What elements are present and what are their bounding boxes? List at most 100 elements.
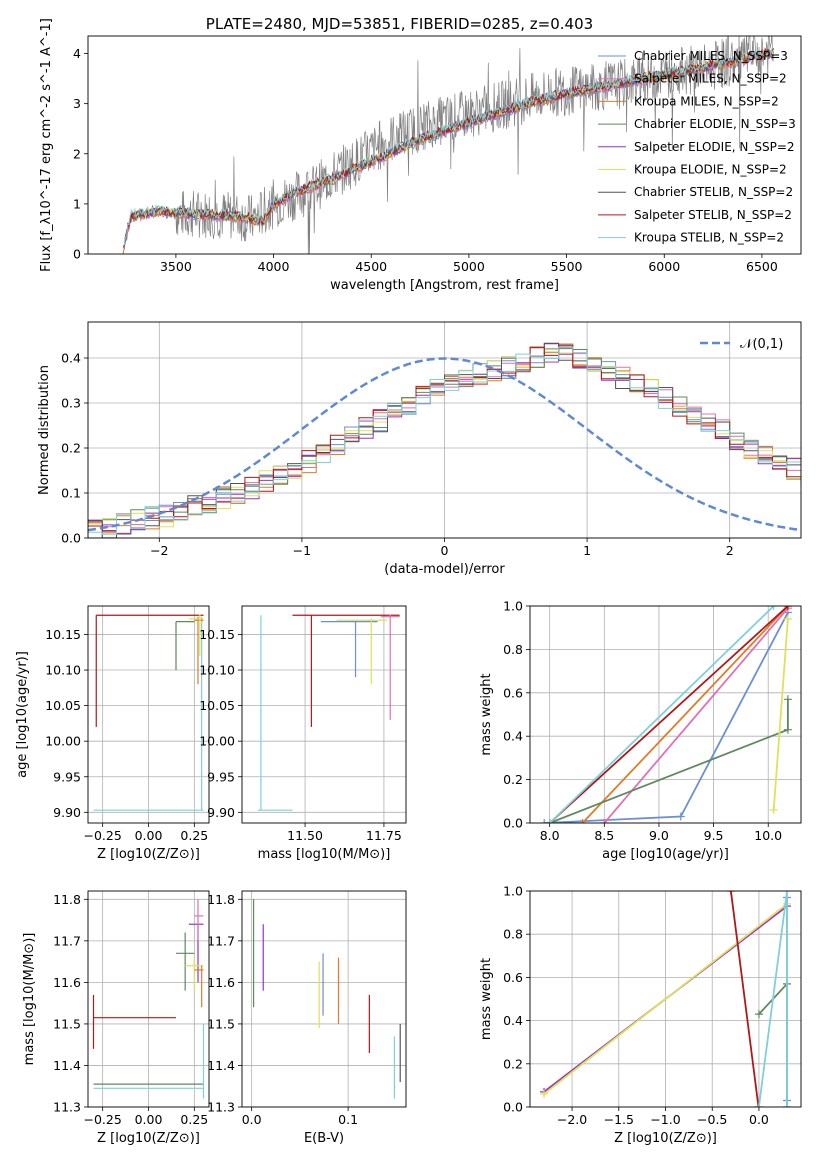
x-tick-label: 1 (583, 543, 591, 558)
axes-frame (529, 890, 802, 1108)
x-axis-label: Z [log10(Z/Z⊙)] (97, 1131, 200, 1146)
legend-entry: Salpeter MILES, N_SSP=2 (634, 72, 787, 86)
axes-2: −0.25 0.00 0.25 9.90 9.95 10.00 10.05 10.10 10.1… (15, 605, 210, 862)
y-axis-label: mass [log10(M/M⊙)] (22, 933, 37, 1066)
x-tick-label: 0.0 (242, 1112, 262, 1127)
y-tick-label: 10.10 (199, 663, 235, 678)
data-point (194, 899, 204, 941)
x-tick-label: 5000 (453, 259, 485, 274)
x-axis-label: Z [log10(Z/Z⊙)] (97, 847, 200, 862)
y-tick-label: 10.10 (45, 663, 81, 678)
y-axis-label: mass weight (479, 958, 494, 1040)
x-tick-label: −2 (150, 543, 168, 558)
x-tick-label: 6500 (746, 259, 778, 274)
y-tick-label: 0.0 (503, 1100, 523, 1115)
x-axis-label: (data-model)/error (384, 562, 505, 577)
data-point (175, 621, 195, 671)
legend-entry: Chabrier ELODIE, N_SSP=3 (634, 117, 796, 131)
y-tick-label: 10.15 (45, 627, 81, 642)
mass-weight-marker (783, 695, 792, 704)
mass-weight-line (549, 606, 775, 823)
data-point (188, 614, 204, 656)
y-tick-label: 10.05 (45, 698, 81, 713)
legend-entry: Salpeter STELIB, N_SSP=2 (634, 208, 792, 222)
y-tick-label: 11.7 (53, 933, 81, 948)
y-tick-label: 0.2 (503, 1056, 523, 1071)
data-point (176, 932, 195, 991)
axes-frame (87, 321, 802, 539)
x-tick-label: −1 (293, 543, 311, 558)
x-tick-label: −1.0 (650, 1112, 680, 1127)
data-point (336, 618, 388, 685)
x-axis-label: Z [log10(Z/Z⊙)] (614, 1131, 717, 1146)
x-tick-label: 3500 (160, 259, 192, 274)
data-point (95, 614, 204, 727)
x-tick-label: 8.5 (594, 828, 614, 843)
axes-1: −2 −1 0 1 2 0.0 0.1 0.2 0.3 0.4 (data-model)/error… (37, 321, 802, 577)
y-tick-label: 3 (73, 96, 81, 111)
mass-weight-marker (782, 1103, 791, 1107)
y-tick-label: 0.4 (503, 1013, 523, 1028)
y-tick-label: 0.0 (61, 531, 81, 546)
mass-weight-marker (540, 819, 549, 823)
data-point (380, 614, 400, 720)
y-tick-label: 1.0 (503, 599, 523, 614)
x-axis-label: age [log10(age/yr)] (602, 847, 729, 862)
x-tick-label: 6000 (648, 259, 680, 274)
axes-frame (87, 605, 210, 824)
y-axis-label: Normed distribution (37, 365, 52, 495)
mass-weight-line (730, 891, 760, 1107)
y-tick-label: 0.0 (503, 816, 523, 831)
histogram-step (88, 346, 801, 538)
axes-0: 3500 4000 4500 5000 5500 6000 6500 0 1 2 3 4 PLATE=2… (39, 15, 802, 293)
histogram-step (88, 345, 801, 538)
mass-weight-line (772, 618, 789, 811)
y-tick-label: 0.4 (61, 351, 81, 366)
x-axis-label: mass [log10(M/M⊙)] (258, 847, 391, 862)
y-tick-label: 11.4 (53, 1058, 81, 1073)
mass-weight-marker (726, 891, 735, 895)
y-tick-label: 11.8 (53, 892, 81, 907)
x-tick-label: 2 (726, 543, 734, 558)
x-tick-label: 5500 (551, 259, 583, 274)
axes-frame (87, 890, 210, 1108)
axes-frame (87, 35, 802, 255)
y-tick-label: 10.00 (199, 734, 235, 749)
legend-entry: Chabrier MILES, N_SSP=3 (634, 49, 788, 63)
mass-weight-marker (545, 819, 554, 823)
y-tick-label: 9.95 (53, 769, 81, 784)
mass-weight-marker (783, 606, 792, 610)
y-axis-label: Flux [f_λ10^-17 erg cm^-2 s^-1 A^-1] (39, 18, 54, 272)
y-tick-label: 0.1 (61, 486, 81, 501)
data-point (194, 616, 204, 685)
axes-5: −0.25 0.00 0.25 11.3 11.4 11.5 11.6 11.7 11.8 Z [… (22, 890, 210, 1146)
x-tick-label: −0.5 (697, 1112, 727, 1127)
mass-weight-marker (783, 615, 792, 624)
y-axis-label: mass weight (479, 673, 494, 755)
legend-entry: Chabrier STELIB, N_SSP=2 (634, 185, 793, 199)
mass-weight-marker (540, 1090, 549, 1099)
data-point (93, 616, 204, 811)
mass-weight-marker (782, 891, 791, 895)
x-tick-label: −1.5 (604, 1112, 634, 1127)
legend-entry: Kroupa ELODIE, N_SSP=2 (634, 163, 787, 177)
axes-6: 0.0 0.1 11.3 11.4 11.5 11.6 11.7 11.8 E(B-V) (207, 890, 407, 1146)
x-tick-label: 11.75 (366, 828, 402, 843)
y-tick-label: 2 (73, 146, 81, 161)
mass-weight-marker (754, 1010, 763, 1019)
legend-entry: 𝒩(0,1) (740, 337, 783, 352)
mass-weight-marker (754, 1103, 763, 1107)
y-tick-label: 0.6 (503, 970, 523, 985)
y-tick-label: 0.8 (503, 927, 523, 942)
y-tick-label: 0.3 (61, 396, 81, 411)
mass-weight-marker (769, 805, 778, 814)
y-tick-label: 0 (73, 247, 81, 262)
x-tick-label: 9.0 (649, 828, 669, 843)
y-tick-label: 9.90 (53, 805, 81, 820)
y-tick-label: 0.8 (503, 642, 523, 657)
y-tick-label: 11.8 (207, 892, 235, 907)
y-tick-label: 0.2 (503, 772, 523, 787)
x-tick-label: −2.0 (557, 1112, 587, 1127)
model-spectrum-line (122, 48, 775, 248)
y-tick-label: 11.3 (53, 1100, 81, 1115)
